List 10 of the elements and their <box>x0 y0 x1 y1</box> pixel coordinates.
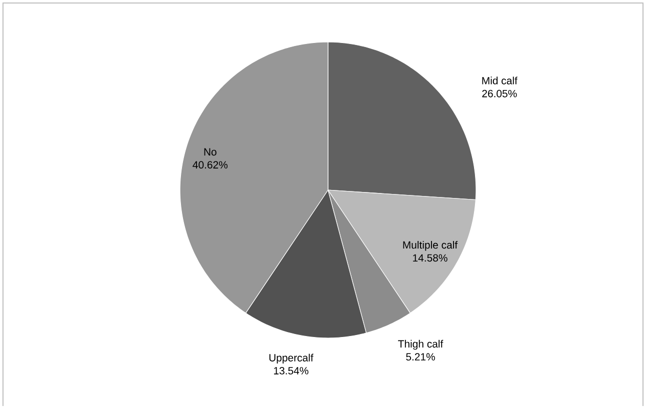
slice-label: Thigh calf <box>398 340 444 350</box>
slice-label: No <box>204 148 216 156</box>
data-label: 26.05% <box>482 90 517 98</box>
data-label: 40.62% <box>192 161 228 169</box>
data-label: 14.58% <box>413 254 448 262</box>
data-label: 5.21% <box>406 353 435 361</box>
data-label: 13.54% <box>274 367 308 375</box>
slice-label: Mid calf <box>482 76 518 85</box>
slice-label: Multiple calf <box>403 241 458 251</box>
slice-label: Uppercalf <box>269 354 314 364</box>
